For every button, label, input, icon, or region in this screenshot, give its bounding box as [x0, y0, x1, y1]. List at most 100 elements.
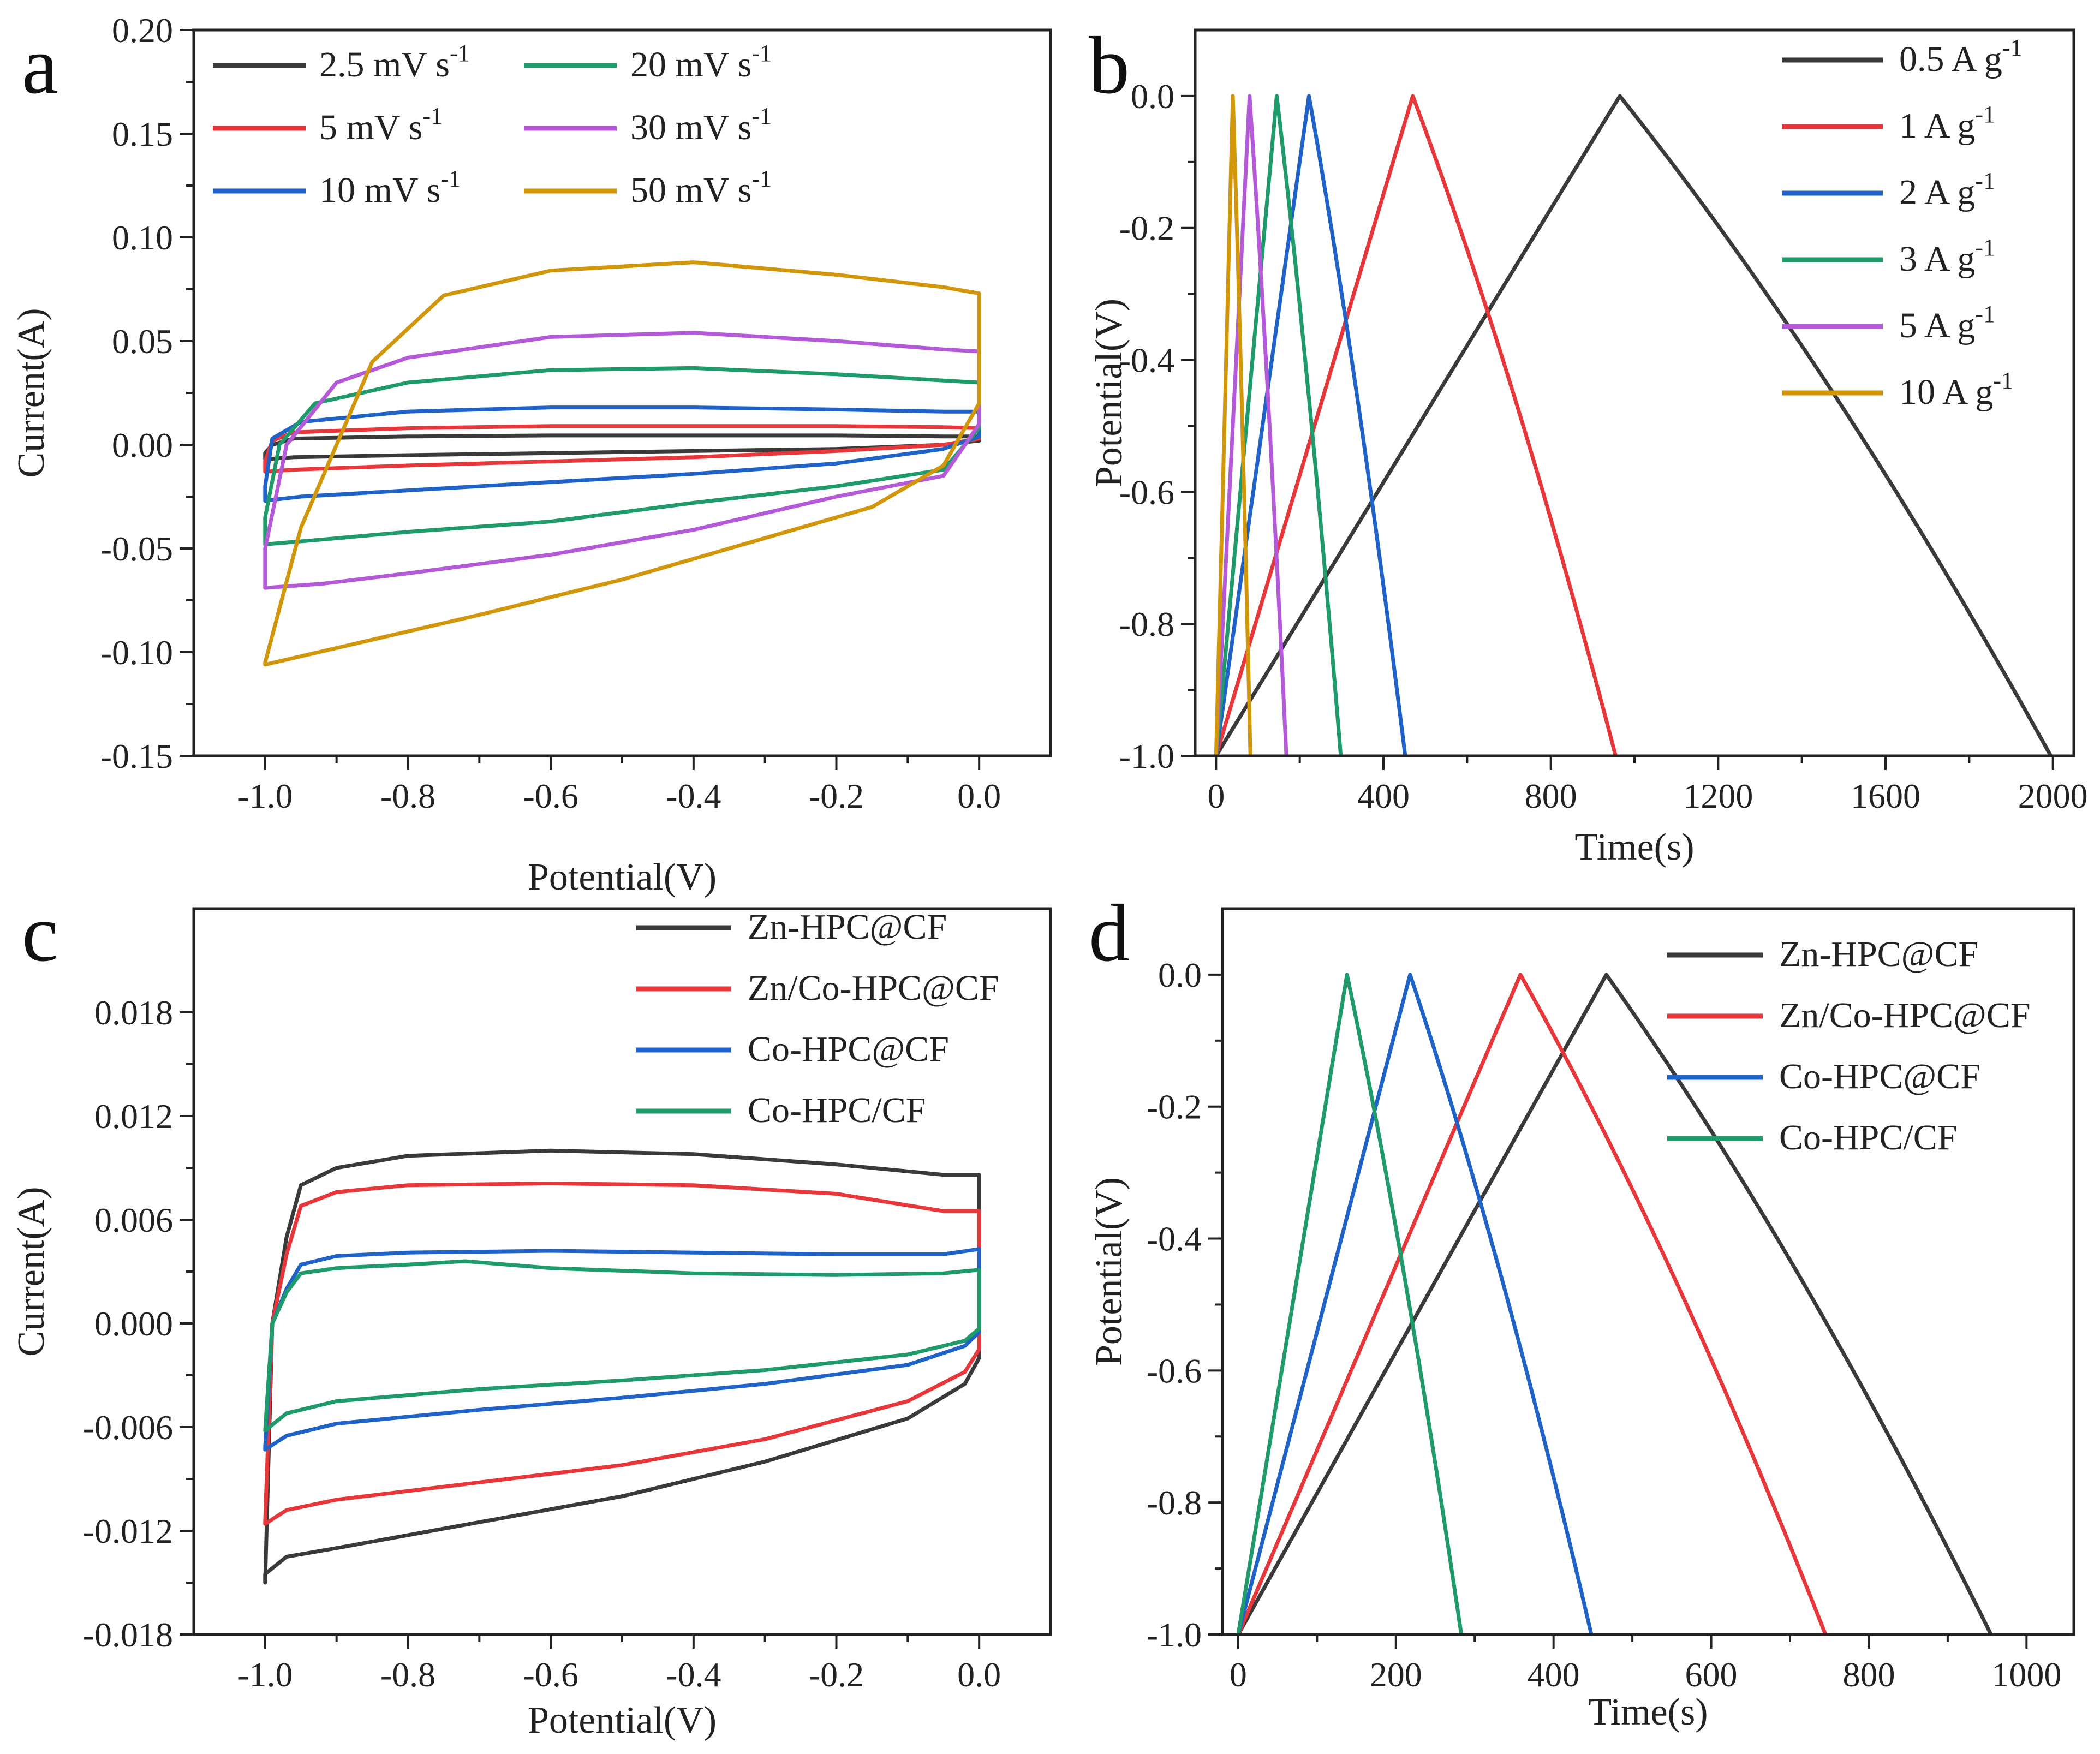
x-axis-title: Time(s) — [1588, 1691, 1708, 1733]
legend-label: 3 A g-1 — [1899, 234, 1995, 279]
panel-letter: b — [1089, 20, 1130, 111]
y-tick-label: 0.20 — [112, 11, 173, 50]
y-tick-label: -0.2 — [1147, 1088, 1202, 1126]
legend-label: 2.5 mV s-1 — [319, 40, 470, 85]
y-tick-label: 0.018 — [94, 993, 173, 1032]
x-tick-label: 400 — [1357, 777, 1410, 815]
x-tick-label: -0.2 — [809, 777, 864, 815]
x-axis-title: Time(s) — [1574, 826, 1694, 868]
y-tick-label: -0.05 — [100, 529, 173, 568]
y-tick-label: 0.10 — [112, 218, 173, 257]
legend-label: Zn-HPC@CF — [1779, 934, 1978, 974]
series-line-5 — [263, 260, 981, 667]
x-tick-label: 0.0 — [957, 777, 1001, 815]
x-tick-label: 0 — [1207, 777, 1225, 815]
y-tick-label: 0.012 — [94, 1097, 173, 1136]
x-tick-label: 1000 — [1991, 1655, 2061, 1694]
y-tick-label: 0.00 — [112, 426, 173, 464]
x-tick-label: -0.2 — [809, 1655, 864, 1694]
series-line-1 — [1236, 973, 1828, 1634]
y-axis-title: Current(A) — [10, 308, 52, 478]
series-line-3 — [1214, 94, 1343, 756]
x-tick-label: 800 — [1525, 777, 1577, 815]
panel-d: d 0 200 400 600 800 1000 -1.0 -0.8 -0.6 -0.4 -0.2 0.… — [1088, 888, 2075, 1733]
y-tick-label: -0.6 — [1119, 473, 1174, 511]
panel-letter: c — [22, 888, 58, 979]
legend: Zn-HPC@CF Zn/Co-HPC@CF Co-HPC@CF Co-HPC/CF — [636, 907, 999, 1130]
x-axis-title: Potential(V) — [528, 856, 717, 898]
series-line-0 — [263, 1148, 981, 1585]
x-tick-label: 1600 — [1851, 777, 1920, 815]
x-tick-label: -0.8 — [380, 1655, 435, 1694]
series-line-1 — [263, 424, 981, 474]
series-group — [1214, 94, 2053, 756]
series-group — [263, 1148, 981, 1585]
legend-label: 20 mV s-1 — [630, 40, 772, 85]
y-tick-label: -0.6 — [1147, 1351, 1202, 1390]
y-tick-label: -0.012 — [83, 1512, 173, 1550]
x-tick-label: 600 — [1685, 1655, 1738, 1694]
legend-label: 10 A g-1 — [1899, 367, 2013, 412]
x-axis-title: Potential(V) — [528, 1699, 717, 1741]
legend-label: Zn-HPC@CF — [748, 907, 947, 947]
series-line-2 — [263, 1247, 981, 1452]
legend-label: 30 mV s-1 — [630, 103, 772, 147]
x-tick-label: -0.8 — [380, 777, 435, 815]
y-tick-label: -1.0 — [1147, 1615, 1202, 1654]
legend-label: Co-HPC@CF — [1779, 1057, 1980, 1096]
panel-a: a -1.0 -0.8 -0.6 -0.4 -0.2 0.0 -0.15 -0.10 -0.05 0… — [10, 11, 1052, 898]
y-tick-label: -0.4 — [1119, 341, 1174, 380]
y-tick-label: 0.05 — [112, 322, 173, 361]
legend-label: 10 mV s-1 — [319, 165, 461, 210]
y-tick-label: -0.4 — [1147, 1220, 1202, 1258]
series-line-3 — [263, 1259, 981, 1433]
legend-label: Zn/Co-HPC@CF — [1779, 995, 2031, 1035]
legend-label: Co-HPC/CF — [1779, 1118, 1957, 1158]
y-tick-label: 0.15 — [112, 115, 173, 153]
x-tick-label: -0.6 — [523, 1655, 578, 1694]
plot-frame — [1221, 907, 2075, 1636]
legend-label: 5 mV s-1 — [319, 103, 443, 147]
x-tick-label: -1.0 — [237, 1655, 293, 1694]
y-tick-label: -0.018 — [83, 1615, 173, 1654]
x-tick-label: 400 — [1528, 1655, 1580, 1694]
y-tick-label: -0.2 — [1119, 209, 1174, 248]
x-tick-label: -0.4 — [666, 777, 721, 815]
panel-letter: d — [1089, 888, 1130, 979]
series-line-2 — [1236, 973, 1594, 1634]
legend-label: 50 mV s-1 — [630, 165, 772, 210]
panel-c: c -1.0 -0.8 -0.6 -0.4 -0.2 0.0 -0.018 -0.012 -0.0… — [10, 888, 1052, 1741]
series-line-3 — [1236, 973, 1464, 1634]
legend-label: Co-HPC/CF — [748, 1090, 926, 1130]
x-tick-label: 1200 — [1683, 777, 1753, 815]
x-tick-label: 800 — [1842, 1655, 1895, 1694]
x-tick-label: 200 — [1370, 1655, 1422, 1694]
panel-letter: a — [22, 20, 58, 111]
y-axis-title: Current(A) — [10, 1186, 52, 1356]
series-line-4 — [1214, 94, 1288, 756]
y-tick-label: 0.0 — [1131, 77, 1174, 116]
series-line-5 — [1214, 94, 1252, 756]
x-tick-label: 0.0 — [957, 1655, 1001, 1694]
y-tick-label: 0.006 — [94, 1201, 173, 1239]
legend-label: 1 A g-1 — [1899, 101, 1995, 146]
x-tick-label: -1.0 — [237, 777, 293, 815]
x-tick-label: 2000 — [2018, 777, 2088, 815]
y-tick-label: -0.8 — [1119, 605, 1174, 643]
series-line-1 — [1214, 94, 1618, 756]
legend: 2.5 mV s-1 5 mV s-1 10 mV s-1 20 mV s-1 30 m… — [213, 40, 772, 210]
series-line-0 — [1236, 973, 1993, 1634]
y-axis-title: Potential(V) — [1088, 1177, 1130, 1366]
legend-label: 2 A g-1 — [1899, 168, 1995, 212]
y-tick-label: 0.000 — [94, 1304, 173, 1343]
y-tick-label: -0.006 — [83, 1408, 173, 1447]
legend-label: Co-HPC@CF — [748, 1029, 949, 1069]
series-group — [1236, 973, 1993, 1634]
x-tick-label: 0 — [1230, 1655, 1247, 1694]
legend-label: 0.5 A g-1 — [1899, 34, 2023, 79]
x-tick-label: -0.4 — [666, 1655, 721, 1694]
legend: 0.5 A g-1 1 A g-1 2 A g-1 3 A g-1 5 A g-1 10 … — [1782, 34, 2023, 412]
y-tick-label: 0.0 — [1158, 956, 1202, 994]
legend-label: Zn/Co-HPC@CF — [748, 968, 999, 1008]
